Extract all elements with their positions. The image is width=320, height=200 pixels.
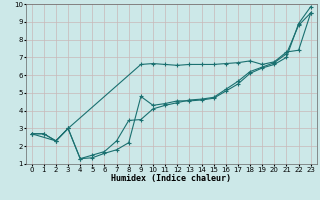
X-axis label: Humidex (Indice chaleur): Humidex (Indice chaleur) xyxy=(111,174,231,183)
